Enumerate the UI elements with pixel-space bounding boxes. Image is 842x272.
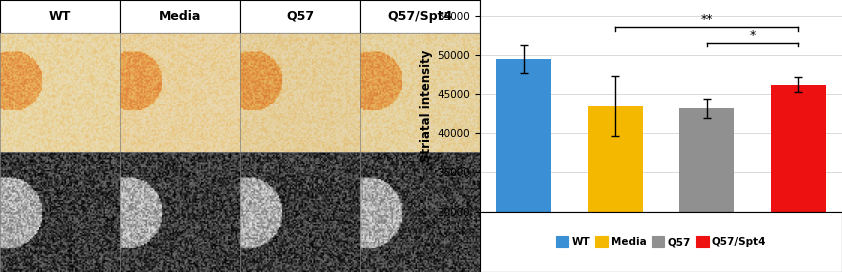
Text: *: *	[749, 29, 755, 42]
Text: WT: WT	[49, 10, 72, 23]
Bar	[588, 106, 642, 272]
Bar	[770, 85, 825, 272]
Bar	[497, 59, 552, 272]
Text: Q57: Q57	[286, 10, 314, 23]
Y-axis label: Striatal intensity: Striatal intensity	[420, 50, 434, 162]
Text: Media: Media	[159, 10, 201, 23]
Legend: WT, Media, Q57, Q57/Spt4: WT, Media, Q57, Q57/Spt4	[552, 232, 770, 251]
Text: **: **	[701, 13, 713, 26]
Bar	[679, 108, 734, 272]
Text: Q57/Spt4: Q57/Spt4	[387, 10, 453, 23]
